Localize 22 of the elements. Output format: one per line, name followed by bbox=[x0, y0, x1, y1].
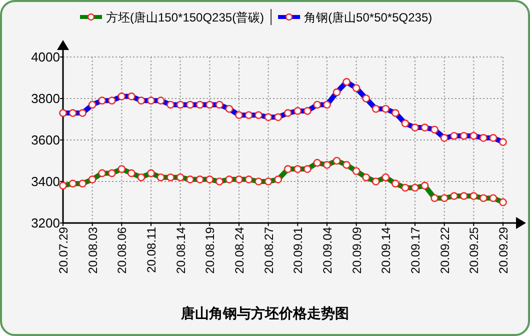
x-tick-label: 20.08.03 bbox=[86, 226, 100, 274]
text: 唐山角钢与方坯价格走势图 bbox=[180, 305, 349, 321]
y-tick-label: 3600 bbox=[31, 132, 60, 148]
x-tick-label: 20.08.14 bbox=[174, 226, 188, 274]
y-tick-label: 4000 bbox=[31, 50, 60, 64]
x-tick-label: 20.08.27 bbox=[262, 226, 276, 274]
x-tick-label: 20.08.24 bbox=[232, 226, 246, 274]
x-tick-label: 20.09.04 bbox=[320, 226, 334, 274]
x-tick-label: 20.09.22 bbox=[438, 226, 452, 274]
y-tick-label: 3400 bbox=[31, 174, 60, 189]
legend-label: 方坯(唐山150*150Q235(普碳) bbox=[106, 10, 264, 24]
x-tick-label: 20.08.06 bbox=[115, 226, 130, 274]
legend-label: 角钢(唐山50*50*5Q235) bbox=[304, 10, 432, 24]
x-tick-label: 20.09.14 bbox=[379, 226, 394, 274]
x-tick-label: 20.08.19 bbox=[203, 226, 218, 274]
x-tick-label: 20.09.17 bbox=[408, 226, 422, 274]
x-tick-label: 20.09.25 bbox=[467, 226, 482, 274]
x-tick-label: 20.09.01 bbox=[291, 226, 306, 274]
x-tick-label: 20.08.11 bbox=[144, 226, 158, 273]
y-tick-label: 3800 bbox=[31, 91, 60, 106]
x-tick-label: 20.09.29 bbox=[496, 226, 510, 274]
x-tick-label: 20.09.09 bbox=[350, 226, 364, 274]
